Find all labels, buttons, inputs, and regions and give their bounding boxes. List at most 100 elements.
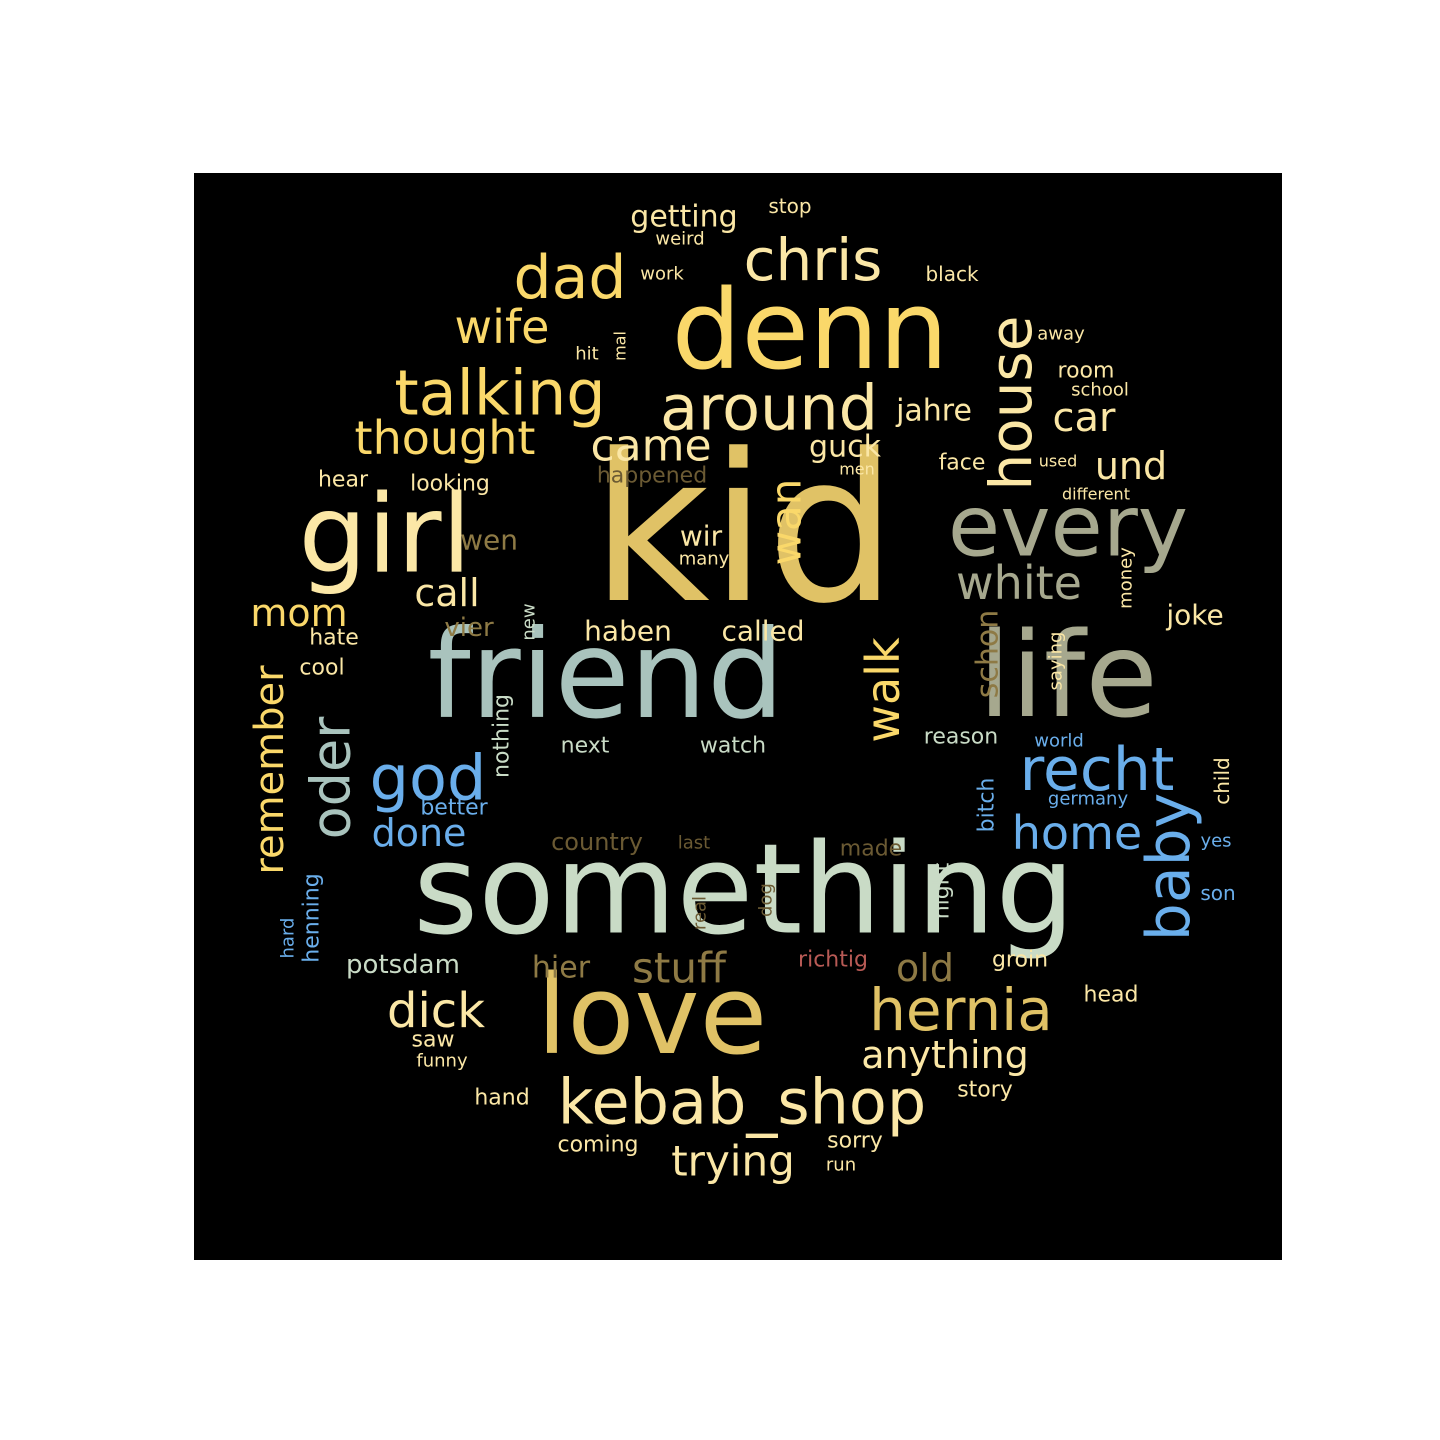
word-kid: kid (591, 411, 897, 649)
word-different: different (1062, 485, 1130, 504)
word-cloud-background (194, 173, 1282, 1260)
word-child: child (1210, 757, 1234, 804)
word-joke: joke (1165, 599, 1223, 632)
word-every: every (948, 478, 1188, 577)
word-hier: hier (532, 951, 591, 986)
word-coming: coming (557, 1133, 638, 1158)
word-girl: girl (299, 473, 472, 598)
word-money: money (1116, 547, 1137, 609)
word-room: room (1058, 359, 1115, 384)
word-wan: wan (762, 479, 811, 566)
word-baby: baby (1134, 793, 1204, 941)
word-face: face (939, 451, 986, 476)
word-looking: looking (410, 472, 490, 497)
word-remember: remember (247, 665, 293, 875)
word-men: men (839, 460, 875, 479)
word-vier: vier (444, 613, 494, 643)
word-potsdam: potsdam (346, 950, 460, 980)
word-dog: dog (756, 883, 777, 917)
word-story: story (957, 1078, 1013, 1103)
word-richtig: richtig (798, 948, 868, 973)
word-house: house (977, 316, 1045, 491)
word-happened: happened (597, 464, 707, 489)
word-bitch: bitch (975, 778, 1000, 833)
word-nothing: nothing (490, 694, 515, 778)
word-son: son (1200, 881, 1235, 905)
word-wen: wen (460, 524, 518, 557)
word-world: world (1034, 731, 1084, 752)
word-saw: saw (412, 1028, 455, 1053)
word-hand: hand (474, 1086, 529, 1111)
word-friend: friend (428, 604, 785, 746)
word-home: home (1012, 806, 1142, 860)
word-last: last (678, 833, 710, 854)
word-haben: haben (584, 615, 672, 648)
word-mom: mom (250, 591, 347, 635)
word-mal: mal (611, 331, 630, 361)
word-country: country (551, 828, 643, 856)
word-chris: chris (744, 226, 883, 294)
word-away: away (1037, 324, 1085, 345)
word-better: better (420, 796, 488, 821)
word-car: car (1053, 395, 1117, 441)
word-hear: hear (318, 468, 369, 493)
word-und: und (1095, 444, 1167, 488)
word-watch: watch (700, 734, 766, 759)
word-life: life (978, 606, 1158, 744)
word-call: call (414, 571, 479, 615)
word-something: something (413, 818, 1075, 963)
word-thought: thought (355, 411, 536, 465)
word-real: real (690, 896, 711, 930)
word-around: around (660, 372, 878, 445)
word-hernia: hernia (869, 976, 1053, 1044)
word-schon: schon (971, 610, 1006, 699)
word-called: called (721, 615, 804, 648)
word-came: came (590, 421, 711, 472)
word-hit: hit (575, 344, 598, 365)
word-hate: hate (309, 626, 359, 651)
word-saying: saying (1046, 632, 1067, 691)
word-black: black (925, 262, 979, 286)
word-yes: yes (1200, 831, 1231, 852)
word-god: god (370, 742, 487, 815)
word-night: night (930, 862, 955, 919)
word-many: many (679, 549, 730, 570)
word-trying: trying (671, 1137, 795, 1186)
word-kebab-shop: kebab_shop (558, 1066, 926, 1139)
word-oder: oder (300, 716, 363, 840)
word-stuff: stuff (632, 944, 727, 993)
word-done: done (372, 811, 467, 855)
word-next: next (561, 734, 610, 759)
word-anything: anything (861, 1033, 1029, 1077)
word-walk: walk (856, 637, 910, 743)
word-jahre: jahre (895, 394, 972, 429)
word-henning: henning (300, 873, 325, 962)
word-recht: recht (1020, 735, 1175, 805)
word-new: new (519, 603, 540, 640)
word-talking: talking (394, 357, 605, 430)
word-denn: denn (672, 266, 949, 394)
word-made: made (840, 837, 902, 862)
word-work: work (640, 264, 684, 285)
word-funny: funny (416, 1051, 468, 1072)
word-groin: groin (992, 948, 1048, 973)
word-germany: germany (1048, 789, 1129, 810)
word-wife: wife (455, 300, 550, 354)
word-used: used (1039, 452, 1077, 471)
word-dad: dad (514, 243, 627, 313)
word-dick: dick (387, 983, 485, 1039)
word-love: love (537, 951, 768, 1079)
word-weird: weird (655, 229, 704, 250)
word-head: head (1084, 983, 1139, 1008)
word-old: old (896, 946, 954, 990)
word-guck: guck (809, 430, 882, 465)
word-hard: hard (278, 918, 299, 959)
word-stop: stop (768, 194, 811, 218)
word-reason: reason (924, 725, 998, 750)
word-run: run (826, 1155, 856, 1176)
word-sorry: sorry (827, 1129, 883, 1154)
word-school: school (1071, 380, 1129, 401)
word-wir: wir (680, 520, 723, 553)
